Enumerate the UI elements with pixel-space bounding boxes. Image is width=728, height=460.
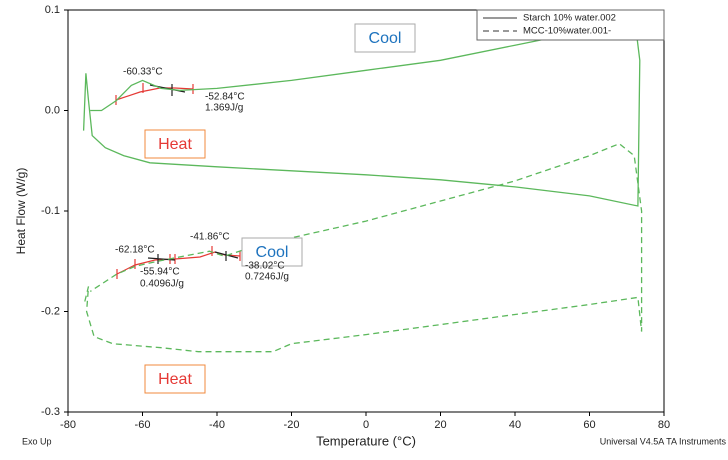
- onset-line: [147, 251, 239, 264]
- peak-label: -38.02°C: [245, 261, 285, 272]
- x-tick-label: 0: [363, 419, 369, 431]
- x-tick-label: -80: [60, 419, 76, 431]
- x-tick-label: 60: [583, 419, 595, 431]
- footer-right: Universal V4.5A TA Instruments: [600, 436, 727, 446]
- y-axis-label: Heat Flow (W/g): [14, 168, 28, 255]
- annotation: Heat: [158, 136, 192, 153]
- legend-label: MCC-10%water.001-: [523, 26, 611, 37]
- series-line: [82, 14, 641, 207]
- annotation-box: [144, 129, 206, 159]
- y-tick-label: -0.3: [41, 406, 60, 418]
- x-tick-label: -40: [209, 419, 225, 431]
- peak-label: -62.18°C: [115, 245, 155, 256]
- x-axis-label: Temperature (°C): [316, 433, 416, 448]
- annotation-box: [144, 364, 206, 394]
- peak-label: -52.84°C: [205, 92, 245, 103]
- series-line: [84, 142, 643, 353]
- legend-label: Starch 10% water.002: [523, 13, 616, 24]
- peak-label: -41.86°C: [190, 232, 230, 243]
- y-tick-label: 0.0: [45, 104, 60, 116]
- footer-left: Exo Up: [22, 436, 52, 446]
- peak-label: 0.7246J/g: [245, 272, 289, 283]
- annotation: Heat: [158, 371, 192, 388]
- x-tick-label: 20: [434, 419, 446, 431]
- peak-label: -55.94°C: [140, 267, 180, 278]
- x-tick-label: 40: [509, 419, 521, 431]
- annotation: Cool: [369, 30, 402, 47]
- x-tick-label: -60: [135, 419, 151, 431]
- peak-label: -60.33°C: [123, 67, 163, 78]
- peak-label: 0.4096J/g: [140, 279, 184, 290]
- annotation: Cool: [256, 244, 289, 261]
- legend-box: [476, 9, 665, 41]
- peak-label: 1.369J/g: [205, 103, 243, 114]
- annotation-box: [241, 237, 303, 267]
- annotation-box: [354, 23, 416, 53]
- y-tick-label: -0.2: [41, 305, 60, 317]
- x-tick-label: 80: [658, 419, 670, 431]
- y-tick-label: -0.1: [41, 205, 60, 217]
- x-tick-label: -20: [284, 419, 300, 431]
- y-tick-label: 0.1: [45, 4, 60, 16]
